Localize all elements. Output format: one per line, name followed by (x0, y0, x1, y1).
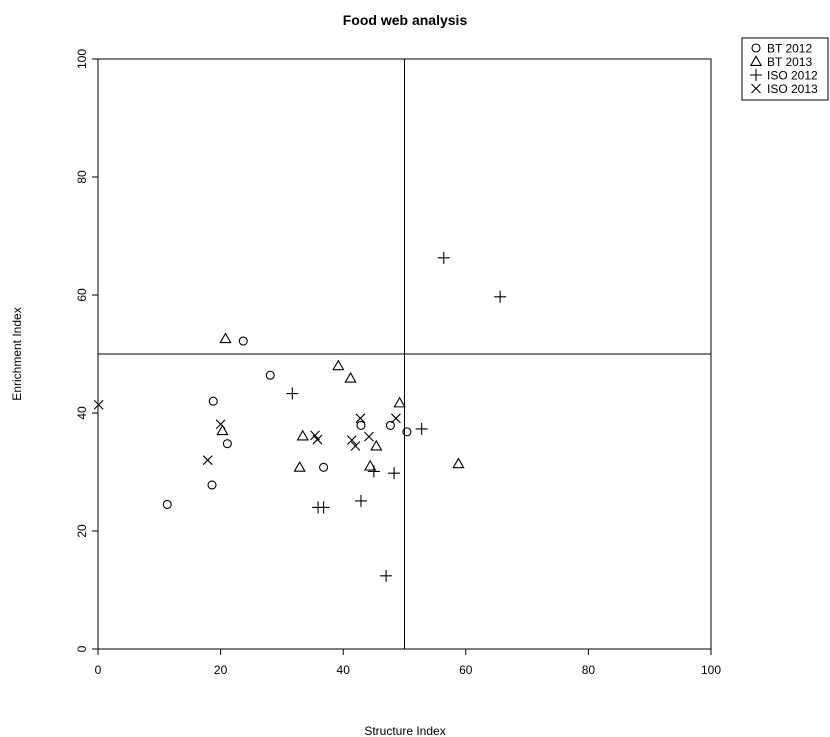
point-bt-2013 (298, 431, 308, 440)
point-bt-2013 (217, 426, 227, 435)
point-iso-2012 (368, 465, 380, 477)
point-iso-2013 (347, 436, 356, 445)
point-bt-2013 (220, 333, 230, 342)
data-points (94, 252, 506, 582)
y-tick-label: 80 (75, 170, 89, 184)
point-bt-2012 (357, 421, 365, 429)
point-iso-2013 (351, 442, 360, 451)
x-axis-label: Structure Index (364, 724, 445, 737)
point-bt-2012 (239, 337, 247, 345)
legend-label-iso-2013: ISO 2013 (767, 82, 818, 96)
point-iso-2013 (391, 414, 400, 423)
point-bt-2013 (394, 398, 404, 407)
point-bt-2013 (333, 361, 343, 370)
point-iso-2012 (380, 570, 392, 582)
point-bt-2012 (320, 463, 328, 471)
point-iso-2012 (388, 467, 400, 479)
point-iso-2012 (355, 495, 367, 507)
point-iso-2012 (318, 501, 330, 513)
point-bt-2012 (386, 421, 394, 429)
point-bt-2013 (294, 462, 304, 471)
x-tick-label: 0 (95, 663, 102, 677)
x-tick-label: 40 (337, 663, 351, 677)
point-bt-2013 (371, 441, 381, 450)
y-tick-label: 20 (75, 524, 89, 538)
point-bt-2013 (345, 373, 355, 382)
point-iso-2012 (494, 291, 506, 303)
y-tick-label: 0 (75, 645, 89, 652)
x-tick-label: 100 (701, 663, 721, 677)
point-bt-2012 (266, 371, 274, 379)
legend-label-bt-2013: BT 2013 (767, 55, 812, 69)
point-iso-2013 (364, 432, 373, 441)
x-axis: 0 20 40 60 80 100 (95, 649, 722, 677)
point-iso-2012 (438, 252, 450, 264)
y-tick-label: 60 (75, 288, 89, 302)
y-tick-label: 100 (75, 49, 89, 69)
point-iso-2013 (94, 400, 103, 409)
legend-label-iso-2012: ISO 2012 (767, 69, 818, 83)
y-axis-label: Enrichment Index (10, 307, 24, 400)
legend-label-bt-2012: BT 2012 (767, 42, 812, 56)
point-bt-2012 (209, 397, 217, 405)
chart-title: Food web analysis (343, 12, 468, 28)
point-iso-2012 (416, 423, 428, 435)
point-iso-2013 (313, 435, 322, 444)
x-tick-label: 60 (459, 663, 473, 677)
point-iso-2013 (203, 456, 212, 465)
y-axis: 0 20 40 60 80 100 (75, 49, 98, 653)
point-bt-2012 (223, 440, 231, 448)
point-bt-2012 (208, 481, 216, 489)
point-iso-2013 (216, 420, 225, 429)
point-bt-2012 (163, 500, 171, 508)
point-bt-2013 (453, 459, 463, 468)
x-tick-label: 80 (582, 663, 596, 677)
x-tick-label: 20 (214, 663, 228, 677)
y-tick-label: 40 (75, 406, 89, 420)
point-iso-2012 (286, 388, 298, 400)
